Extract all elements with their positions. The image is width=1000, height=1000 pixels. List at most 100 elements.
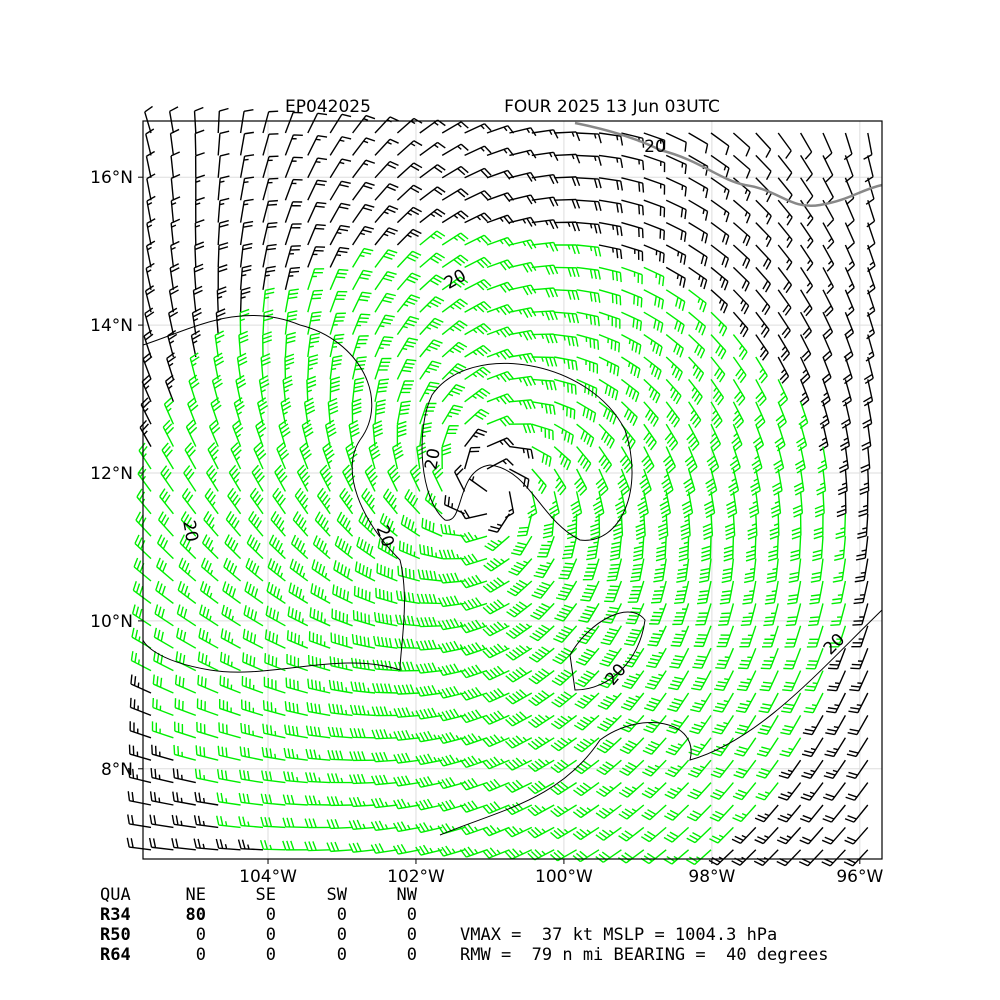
wind-barb (151, 721, 174, 739)
wind-barb (307, 678, 331, 694)
wind-barb (748, 491, 760, 518)
wind-barb (172, 791, 196, 806)
wind-barb (284, 245, 301, 268)
wind-barb (509, 239, 537, 250)
wind-barb (509, 468, 530, 489)
wind-barb (193, 838, 219, 851)
x-tick-label: 104°W (239, 867, 297, 887)
wind-barb (740, 603, 757, 627)
wind-barb (509, 216, 537, 227)
wind-barb (265, 605, 286, 627)
wind-barb (688, 737, 712, 756)
wind-barb (799, 356, 811, 384)
wind-barb (755, 244, 772, 270)
wind-barb (621, 289, 643, 308)
wind-barb (598, 670, 622, 689)
wind-barb (169, 263, 180, 290)
wind-barb (233, 397, 245, 425)
wind-barb (262, 723, 286, 739)
wind-barb (331, 608, 353, 627)
wind-barb (640, 826, 667, 843)
wind-barb (459, 553, 488, 566)
wind-barb (454, 464, 466, 492)
wind-barb (127, 814, 152, 829)
wind-barb (576, 423, 595, 448)
wind-barb (710, 154, 730, 178)
barb-field (126, 105, 876, 867)
wind-barb (578, 603, 600, 623)
wind-barb (194, 241, 205, 268)
wind-barb (779, 737, 802, 758)
wind-barb (307, 112, 328, 134)
wind-barb (647, 625, 667, 647)
wind-barb (482, 643, 510, 659)
contour-label: 20 (421, 447, 444, 472)
wind-barb (486, 458, 514, 470)
wind-barb (311, 559, 331, 582)
wind-barb (713, 692, 735, 713)
wind-barb (329, 312, 346, 335)
wind-barb (239, 746, 264, 761)
wind-barb (358, 512, 376, 537)
wind-barb (618, 804, 645, 820)
wind-barb (464, 428, 488, 448)
wind-barb (482, 778, 510, 792)
wind-barb (374, 249, 398, 268)
wind-barb (441, 276, 469, 291)
wind-barb (698, 558, 712, 584)
wind-barb (549, 849, 577, 862)
wind-barb (664, 804, 690, 821)
wind-barb (743, 558, 757, 584)
wind-barb (308, 631, 331, 649)
wind-barb (328, 679, 353, 694)
wind-barb (307, 311, 322, 335)
wind-barb (156, 534, 174, 560)
wind-barb (374, 270, 397, 291)
wind-barb (777, 222, 793, 249)
wind-barb (709, 804, 734, 822)
wind-barb (246, 534, 264, 560)
wind-barb (792, 491, 804, 518)
wind-barb (270, 511, 286, 537)
wind-barb (517, 513, 533, 537)
wind-barb (618, 782, 645, 798)
wind-barb (352, 247, 374, 268)
summary-line: VMAX = 37 kt MSLP = 1004.3 hPa (460, 925, 777, 945)
wind-barb (755, 311, 770, 338)
wind-barb (506, 601, 533, 618)
wind-barb (531, 264, 559, 275)
title-right: FOUR 2025 13 Jun 03UTC (504, 97, 720, 117)
wind-barb (824, 737, 846, 758)
wind-barb (192, 285, 203, 313)
wind-barb (531, 151, 559, 162)
wind-barb (241, 676, 264, 694)
wind-barb (441, 121, 469, 134)
wind-barb (419, 381, 440, 403)
wind-barb (798, 401, 809, 429)
wind-barb (409, 464, 422, 492)
wind-barb (596, 737, 622, 754)
wind-barb (844, 311, 855, 340)
wind-barb (393, 775, 420, 787)
wind-barb (667, 692, 690, 713)
wind-barb (195, 174, 206, 201)
wind-barb (333, 560, 353, 582)
wind-barb (130, 674, 152, 694)
wind-barb (419, 186, 446, 201)
wind-barb (375, 587, 398, 605)
wind-barb (194, 791, 219, 806)
wind-barb (586, 536, 600, 561)
wind-barb (576, 401, 597, 423)
wind-barb (371, 706, 398, 717)
wind-barb (263, 676, 286, 694)
wind-barb (530, 602, 555, 620)
wind-barb (264, 629, 286, 649)
wind-barb (710, 782, 734, 800)
wind-barb (262, 700, 286, 717)
wind-barb (846, 759, 869, 780)
wind-barb (531, 219, 559, 230)
wind-barb (598, 311, 621, 329)
wind-barb (217, 107, 229, 134)
wind-barb (299, 441, 312, 470)
wind-barb (305, 772, 331, 784)
